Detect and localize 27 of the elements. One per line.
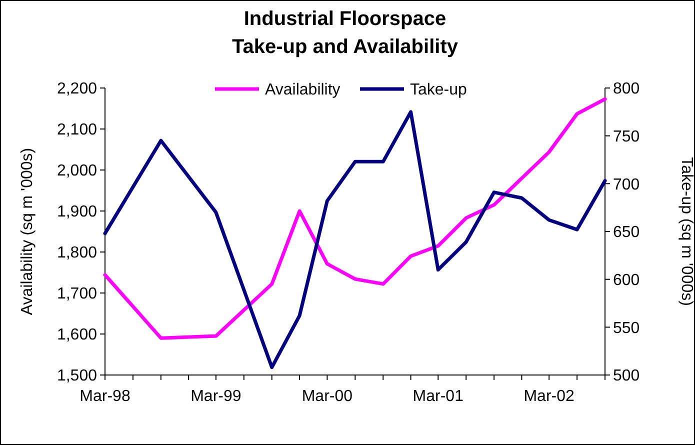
chart-title: Industrial Floorspace Take-up and Availability	[232, 8, 459, 58]
y-tick-label: 2,200	[56, 80, 98, 98]
y-tick-label: 1,800	[56, 244, 98, 262]
x-tick-label: Mar-01	[412, 388, 464, 405]
legend-label: Availability	[265, 82, 340, 99]
y-axis-title: Availability (sq m '000s)	[19, 148, 36, 316]
x-tick-label: Mar-02	[524, 388, 575, 405]
y-tick-label: 2,000	[56, 162, 98, 180]
y2-tick-label: 650	[613, 224, 640, 242]
y2-tick-label: 750	[613, 128, 640, 146]
y-tick-label: 1,900	[56, 204, 98, 221]
y2-tick-label: 800	[613, 80, 640, 98]
y-tick-label: 1,700	[56, 286, 98, 303]
x-tick-label: Mar-00	[302, 388, 353, 405]
y-tick-label: 1,600	[56, 326, 98, 344]
y-tick-label: 1,500	[56, 368, 98, 385]
y2-axis-title: Take-up (sq m '000s)	[678, 157, 695, 306]
y2-tick-label: 700	[613, 176, 640, 194]
x-tick-label: Mar-98	[80, 388, 130, 405]
legend-label: Take-up	[410, 82, 468, 99]
y2-tick-label: 600	[613, 272, 640, 289]
line-series	[103, 97, 607, 340]
y2-tick-label: 550	[613, 320, 640, 337]
y2-tick-label: 500	[613, 368, 640, 385]
y-tick-label: 2,100	[56, 122, 98, 139]
x-tick-label: Mar-99	[190, 388, 242, 405]
line-series	[103, 110, 607, 370]
